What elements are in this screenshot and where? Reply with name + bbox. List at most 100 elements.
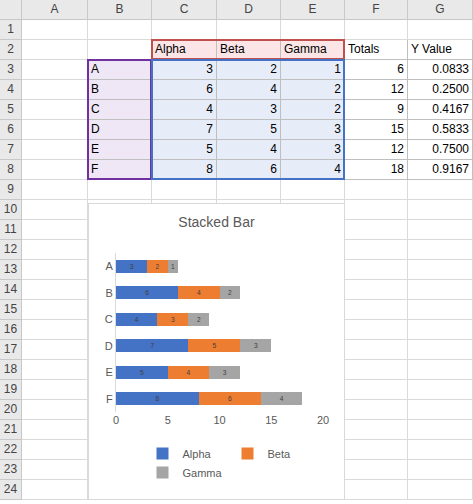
html-text:4: 4: [206, 102, 213, 116]
html-text:E: E: [308, 2, 317, 16]
html-text:3: 3: [206, 62, 213, 76]
html-text:2: 2: [7, 42, 14, 56]
html-text:Y Value: Y Value: [411, 42, 452, 56]
svg-text:6: 6: [228, 395, 232, 402]
html-text:Alpha: Alpha: [155, 42, 186, 56]
svg-text:F: F: [106, 393, 113, 405]
html-text:17: 17: [3, 342, 18, 356]
html-text:0.2500: 0.2500: [432, 82, 469, 96]
html-text:18: 18: [3, 362, 18, 376]
html-text:3: 3: [270, 102, 277, 116]
html-text:21: 21: [3, 422, 18, 436]
svg-text:5: 5: [212, 342, 216, 349]
html-text:0.9167: 0.9167: [432, 162, 469, 176]
html-text:12: 12: [3, 242, 18, 256]
html-text:22: 22: [3, 442, 18, 456]
html-text:C: C: [91, 102, 100, 116]
html-text:D: D: [91, 122, 100, 136]
svg-text:6: 6: [145, 289, 149, 296]
html-text:3: 3: [7, 62, 14, 76]
html-text:B: B: [91, 82, 99, 96]
html-text:Gamma: Gamma: [284, 42, 327, 56]
svg-text:4: 4: [187, 369, 191, 376]
svg-text:B: B: [105, 287, 112, 299]
html-text:7: 7: [206, 122, 213, 136]
html-text:D: D: [244, 2, 253, 16]
html-text:14: 14: [3, 282, 18, 296]
html-text:7: 7: [7, 142, 14, 156]
html-text:24: 24: [3, 482, 18, 496]
html-text:0.4167: 0.4167: [432, 102, 469, 116]
html-text:2: 2: [334, 102, 341, 116]
svg-text:0: 0: [113, 414, 119, 426]
html-text:6: 6: [7, 122, 14, 136]
html-text:1: 1: [7, 22, 14, 36]
html-text:4: 4: [7, 82, 14, 96]
svg-text:1: 1: [171, 263, 175, 270]
svg-text:8: 8: [156, 395, 160, 402]
html-text:13: 13: [3, 262, 18, 276]
html-text:0.7500: 0.7500: [432, 142, 469, 156]
svg-text:Beta: Beta: [268, 448, 292, 460]
svg-text:3: 3: [223, 369, 227, 376]
html-text:5: 5: [206, 142, 213, 156]
svg-text:Stacked Bar: Stacked Bar: [178, 214, 255, 230]
svg-text:4: 4: [135, 316, 139, 323]
html-text:23: 23: [3, 462, 18, 476]
svg-text:E: E: [105, 366, 112, 378]
svg-text:2: 2: [228, 289, 232, 296]
html-text:9: 9: [7, 182, 14, 196]
html-text:C: C: [179, 2, 189, 16]
svg-text:2: 2: [197, 316, 201, 323]
html-text:F: F: [91, 162, 99, 176]
html-text:B: B: [115, 2, 124, 16]
html-text:15: 15: [3, 302, 18, 316]
svg-text:2: 2: [156, 263, 160, 270]
html-text:0.5833: 0.5833: [432, 122, 469, 136]
html-text:20: 20: [3, 402, 18, 416]
svg-text:Alpha: Alpha: [183, 448, 212, 460]
svg-text:15: 15: [265, 414, 277, 426]
svg-text:3: 3: [171, 316, 175, 323]
html-text:18: 18: [390, 162, 404, 176]
svg-text:A: A: [105, 260, 113, 272]
svg-text:3: 3: [254, 342, 258, 349]
html-text:2: 2: [334, 82, 341, 96]
html-text:A: A: [91, 62, 99, 76]
html-text:9: 9: [397, 102, 404, 116]
html-text:8: 8: [7, 162, 14, 176]
html-text:Totals: Totals: [348, 42, 380, 56]
svg-text:20: 20: [317, 414, 329, 426]
svg-text:5: 5: [140, 369, 144, 376]
html-text:15: 15: [390, 122, 404, 136]
html-text:A: A: [50, 2, 59, 16]
svg-text:Gamma: Gamma: [183, 467, 223, 479]
html-text:10: 10: [3, 202, 18, 216]
html-text:11: 11: [4, 222, 17, 236]
svg-text:5: 5: [165, 414, 171, 426]
html-text:6: 6: [397, 62, 404, 76]
html-text:F: F: [372, 2, 380, 16]
svg-text:7: 7: [150, 342, 154, 349]
svg-text:4: 4: [197, 289, 201, 296]
html-text:5: 5: [270, 122, 277, 136]
html-text:Beta: Beta: [220, 42, 245, 56]
html-text:3: 3: [334, 122, 341, 136]
html-text:6: 6: [206, 82, 213, 96]
html-text:G: G: [435, 2, 445, 16]
svg-text:4: 4: [280, 395, 284, 402]
svg-text:3: 3: [130, 263, 134, 270]
html-text:4: 4: [270, 82, 277, 96]
html-text:2: 2: [270, 62, 277, 76]
html-text:5: 5: [7, 102, 14, 116]
html-text:16: 16: [3, 322, 18, 336]
svg-text:D: D: [105, 340, 113, 352]
html-text:1: 1: [334, 62, 341, 76]
html-text:E: E: [91, 142, 99, 156]
html-text:0.0833: 0.0833: [432, 62, 469, 76]
svg-text:C: C: [105, 313, 113, 325]
svg-text:10: 10: [213, 414, 225, 426]
html-text:19: 19: [3, 382, 18, 396]
html-text:12: 12: [390, 82, 404, 96]
html-text:12: 12: [390, 142, 404, 156]
